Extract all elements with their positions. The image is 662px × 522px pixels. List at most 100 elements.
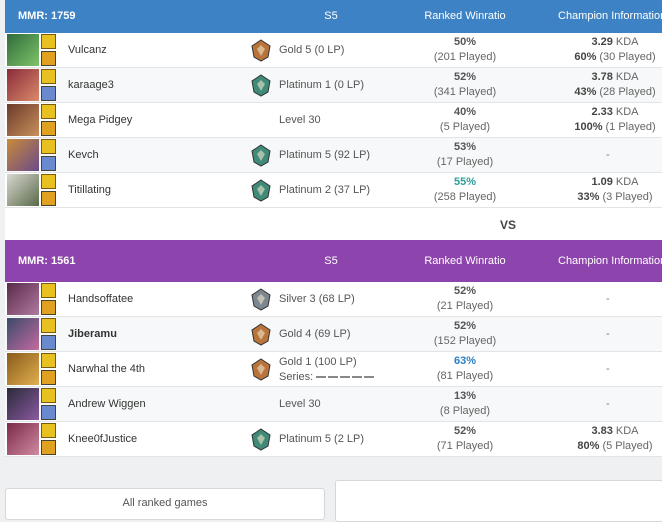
rank-text: Platinum 1 (0 LP) [279,79,364,91]
champion-portrait [7,139,39,171]
games-played: (5 Played) [439,121,491,133]
series-slot [352,376,362,378]
champion-winratio-line: 60% (30 Played) [545,51,662,63]
player-row[interactable]: Jiberamu Gold 4 (69 LP) 52% (152 Played) - [5,317,662,352]
player-row[interactable]: Narwhal the 4th Gold 1 (100 LP) Series: 63%… [5,352,662,387]
team-header: MMR: 1561 S5 Ranked Winratio Champion Infor… [5,240,662,282]
winratio: 55% [453,176,477,188]
champion-header: Champion Information [558,254,662,267]
champion-winratio-line: 33% (3 Played) [545,191,662,203]
season-header: S5 [324,10,338,22]
winratio-header: Ranked Winratio [424,10,506,22]
champion-portrait [7,34,39,66]
emblem-icon [251,144,271,167]
player-name: Titillating [68,184,111,196]
summoner-spell [41,121,56,136]
summoner-spell [41,139,56,154]
games-played: (8 Played) [439,405,491,417]
games-played: (152 Played) [433,335,497,347]
player-name: Handsoffatee [68,293,134,305]
kda-line: 1.09 KDA [545,176,662,188]
kda-unit: KDA [615,36,639,48]
series-slot [328,376,338,378]
side-panel [335,480,662,522]
player-name: Jiberamu [68,328,117,340]
kda-line: 3.29 KDA [545,36,662,48]
kda-value: 3.78 [591,71,613,83]
champion-portrait [7,69,39,101]
series-slot [340,376,350,378]
champion-winratio: 60% [574,51,597,63]
summoner-spell [41,353,56,368]
rank-text: Level 30 [279,398,321,410]
summoner-spell [41,69,56,84]
champion-winratio: 100% [574,121,603,133]
champion-winratio-line: 43% (28 Played) [545,86,662,98]
summoner-spell [41,86,56,101]
rank-emblem [249,357,273,381]
rank-text: Gold 5 (0 LP) [279,44,345,56]
rank-emblem [249,178,273,202]
champion-played: (30 Played) [599,51,656,63]
champion-portrait [7,388,39,420]
champion-winratio: 43% [574,86,597,98]
winratio: 63% [453,355,477,367]
champion-portrait [7,423,39,455]
vs-band: VS [5,208,662,240]
player-row[interactable]: Handsoffatee Silver 3 (68 LP) 52% (21 Playe… [5,282,662,317]
rank-emblem [249,143,273,167]
champion-played: (1 Played) [605,121,656,133]
rank-text: Level 30 [279,114,321,126]
vs-label: VS [500,218,517,232]
champion-winratio-line: 80% (5 Played) [545,440,662,452]
emblem-icon [251,74,271,97]
player-row[interactable]: Vulcanz Gold 5 (0 LP) 50% (201 Played) 3.29 K… [5,33,662,68]
player-row[interactable]: Mega Pidgey Level 30 40% (5 Played) 2.33 KDA 1… [5,103,662,138]
player-row[interactable]: karaage3 Platinum 1 (0 LP) 52% (341 Played)… [5,68,662,103]
winratio: 13% [453,390,477,402]
summoner-spell [41,51,56,66]
summoner-spell [41,440,56,455]
player-row[interactable]: Andrew Wiggen Level 30 13% (8 Played) - [5,387,662,422]
champion-winratio: 33% [577,191,600,203]
series-slot [364,376,374,378]
rank-text: Platinum 2 (37 LP) [279,184,371,196]
no-champion-info: - [606,398,610,410]
emblem-icon [251,428,271,451]
rank-text: Gold 1 (100 LP) [279,356,357,368]
games-played: (258 Played) [433,191,497,203]
games-played: (201 Played) [433,51,497,63]
rank-text: Platinum 5 (2 LP) [279,433,364,445]
all-games-button[interactable]: All ranked games [5,488,325,520]
player-row[interactable]: Titillating Platinum 2 (37 LP) 55% (258 Pla… [5,173,662,208]
summoner-spell [41,423,56,438]
summoner-spell [41,405,56,420]
winratio: 53% [453,141,477,153]
games-played: (81 Played) [436,370,494,382]
summoner-spell [41,283,56,298]
summoner-spell [41,174,56,189]
player-row[interactable]: Knee0fJustice Platinum 5 (2 LP) 52% (71 Pla… [5,422,662,457]
games-played: (71 Played) [436,440,494,452]
champion-header: Champion Information [558,10,662,22]
player-name: Kevch [68,149,99,161]
emblem-icon [251,179,271,202]
champion-portrait [7,353,39,385]
no-champion-info: - [606,293,610,305]
kda-value: 2.33 [591,106,613,118]
champion-played: (3 Played) [602,191,653,203]
summoner-spell [41,318,56,333]
champion-winratio: 80% [577,440,600,452]
champion-portrait [7,283,39,315]
all-games-label: All ranked games [122,497,208,509]
rank-emblem [249,287,273,311]
player-row[interactable]: Kevch Platinum 5 (92 LP) 53% (17 Played) - [5,138,662,173]
emblem-icon [251,323,271,346]
emblem-icon [251,288,271,311]
champion-portrait [7,104,39,136]
kda-unit: KDA [615,71,639,83]
series-label: Series: [279,371,314,383]
rank-emblem [249,322,273,346]
winratio: 50% [453,36,477,48]
kda-line: 2.33 KDA [545,106,662,118]
